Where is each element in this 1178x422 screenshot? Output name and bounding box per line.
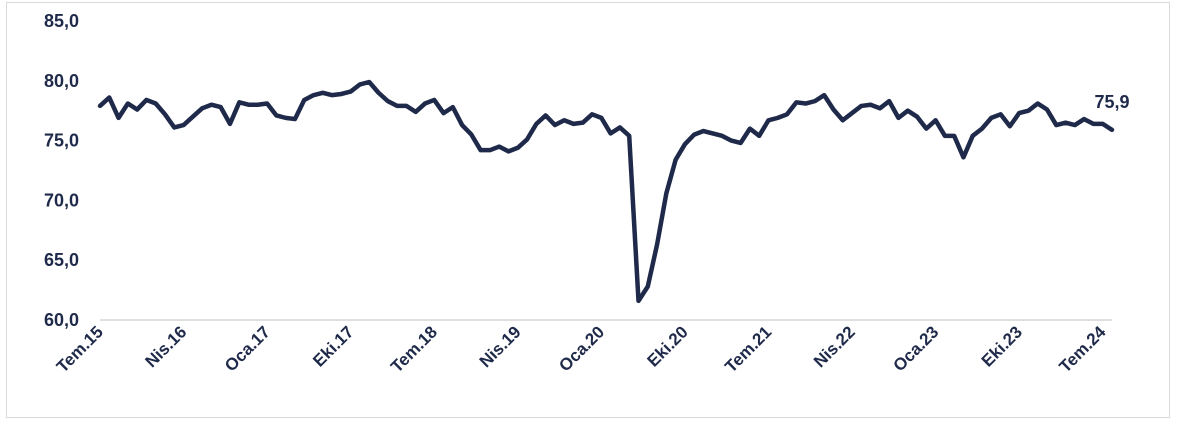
x-tick-label: Nis.16 xyxy=(142,322,191,371)
y-tick-label: 80,0 xyxy=(44,71,79,91)
y-tick-label: 75,0 xyxy=(44,131,79,151)
y-tick-label: 70,0 xyxy=(44,190,79,210)
x-tick-label: Eki.20 xyxy=(644,322,692,370)
x-tick-label: Oca.17 xyxy=(221,322,274,375)
last-value-label: 75,9 xyxy=(1094,92,1129,112)
x-tick-label: Tem.18 xyxy=(387,322,441,376)
x-tick-label: Tem.24 xyxy=(1056,322,1110,376)
y-tick-label: 60,0 xyxy=(44,310,79,330)
x-tick-label: Nis.22 xyxy=(810,322,859,371)
y-tick-label: 85,0 xyxy=(44,11,79,31)
x-tick-label: Oca.20 xyxy=(555,322,608,375)
chart-frame xyxy=(6,2,1170,418)
x-tick-label: Eki.17 xyxy=(309,322,357,370)
x-tick-label: Eki.23 xyxy=(978,322,1026,370)
y-tick-label: 65,0 xyxy=(44,250,79,270)
x-tick-label: Nis.19 xyxy=(476,322,525,371)
series-line xyxy=(97,79,1115,304)
x-tick-label: Tem.21 xyxy=(721,322,775,376)
x-tick-label: Oca.23 xyxy=(890,322,943,375)
x-tick-label: Tem.15 xyxy=(53,322,107,376)
